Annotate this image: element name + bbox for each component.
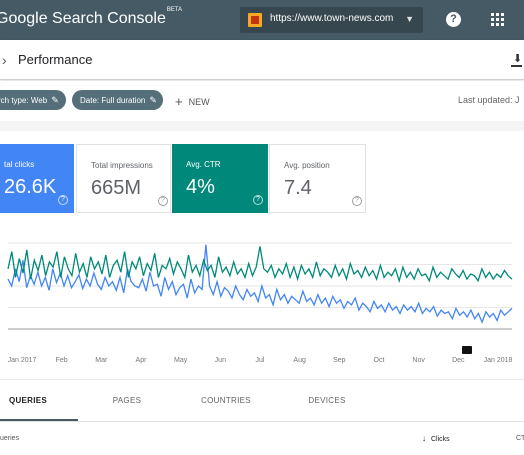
metric-value: 7.4 [284, 177, 312, 199]
sort-arrow-down-icon: ↓ [422, 434, 426, 443]
metric-card-total-impressions[interactable]: Total impressions 665M ? [76, 144, 171, 213]
app-brand-name: Google Search Console [0, 10, 166, 27]
metric-value: 665M [91, 177, 142, 199]
metric-label: tal clicks [4, 160, 35, 169]
column-header-ctr[interactable]: CT [516, 435, 524, 442]
metric-card-avg-ctr[interactable]: Avg. CTR 4% ? [172, 144, 268, 213]
annotation-flag-icon[interactable] [462, 346, 472, 354]
metric-label: Avg. position [284, 161, 330, 170]
new-filter-label: NEW [188, 97, 210, 107]
question-icon[interactable]: ? [158, 196, 168, 206]
search-type-filter-chip[interactable]: rch type: Web ✎ [0, 90, 66, 110]
chart-x-tick-label: Jun [214, 357, 226, 364]
tab-countries[interactable]: COUNTRIES [201, 396, 251, 405]
metric-value: 26.6K [4, 176, 57, 198]
metric-card-total-clicks[interactable]: tal clicks 26.6K ? [0, 144, 74, 213]
tab-pages[interactable]: PAGES [112, 396, 142, 405]
date-filter-chip[interactable]: Date: Full duration ✎ [72, 90, 163, 110]
chart-x-tick-label: Nov [412, 357, 425, 364]
download-icon[interactable]: ⬇ [511, 53, 523, 67]
last-updated-text: Last updated: J [458, 95, 520, 105]
app-brand[interactable]: Google Search ConsoleBETA [0, 6, 183, 28]
chart-x-tick-label: Oct [373, 357, 385, 364]
property-selector[interactable]: https://www.town-news.com ▼ [240, 7, 423, 33]
metric-card-avg-position[interactable]: Avg. position 7.4 ? [269, 144, 366, 213]
performance-chart[interactable] [0, 239, 524, 369]
chart-plot [7, 242, 513, 330]
chart-x-tick-label: Jan 2018 [483, 357, 513, 364]
chart-series-line-0 [7, 244, 513, 324]
search-type-filter-label: rch type: Web [0, 96, 48, 105]
page-header: › Performance ⬇ [0, 40, 524, 80]
filter-bar: rch type: Web ✎ Date: Full duration ✎ + NEW… [0, 81, 524, 121]
chevron-right-icon[interactable]: › [2, 52, 7, 68]
tab-queries[interactable]: QUERIES [8, 396, 48, 405]
table-header-row: ueries ↓ Clicks CT [0, 421, 524, 455]
column-header-clicks-label: Clicks [431, 436, 450, 443]
column-header-clicks[interactable]: ↓ Clicks [422, 434, 450, 443]
page-title: Performance [18, 52, 93, 67]
chart-x-tick-label: Jul [255, 357, 265, 364]
chart-x-tick-label: Apr [135, 357, 147, 364]
chart-x-tick-label: Feb [55, 357, 68, 364]
help-icon[interactable]: ? [446, 12, 461, 27]
dropdown-caret-icon: ▼ [405, 14, 414, 24]
metric-label: Total impressions [91, 161, 153, 170]
top-app-bar: Google Search ConsoleBETA https://www.to… [0, 0, 524, 40]
chart-series-line-1 [7, 246, 513, 284]
edit-pencil-icon: ✎ [51, 95, 59, 105]
chart-x-tick-label: Aug [293, 357, 306, 364]
beta-badge: BETA [166, 6, 183, 13]
content-area: tal clicks 26.6K ? Total impressions 665… [0, 121, 524, 455]
edit-pencil-icon: ✎ [149, 95, 157, 105]
plus-icon: + [175, 94, 183, 109]
chart-x-tick-label: May [174, 357, 188, 364]
active-tab-indicator [0, 419, 78, 422]
new-filter-button[interactable]: + NEW [175, 93, 210, 109]
chart-x-tick-label: Jan 2017 [7, 357, 37, 364]
metric-label: Avg. CTR [186, 160, 221, 169]
chart-x-tick-label: Mar [95, 357, 108, 364]
date-filter-label: Date: Full duration [80, 96, 146, 105]
question-icon[interactable]: ? [352, 196, 362, 206]
tab-devices[interactable]: DEVICES [308, 396, 346, 405]
column-header-queries[interactable]: ueries [0, 435, 20, 442]
property-url: https://www.town-news.com [270, 13, 394, 24]
property-favicon-icon [248, 13, 262, 27]
performance-card: tal clicks 26.6K ? Total impressions 665… [0, 131, 524, 381]
dimension-tabs: QUERIES PAGES COUNTRIES DEVICES [0, 379, 524, 422]
chart-x-tick-label: Sep [333, 357, 346, 364]
question-icon[interactable]: ? [253, 195, 263, 205]
question-icon[interactable]: ? [58, 195, 68, 205]
apps-grid-icon[interactable] [491, 13, 504, 26]
metric-value: 4% [186, 176, 215, 198]
chart-x-tick-label: Dec [452, 357, 465, 364]
